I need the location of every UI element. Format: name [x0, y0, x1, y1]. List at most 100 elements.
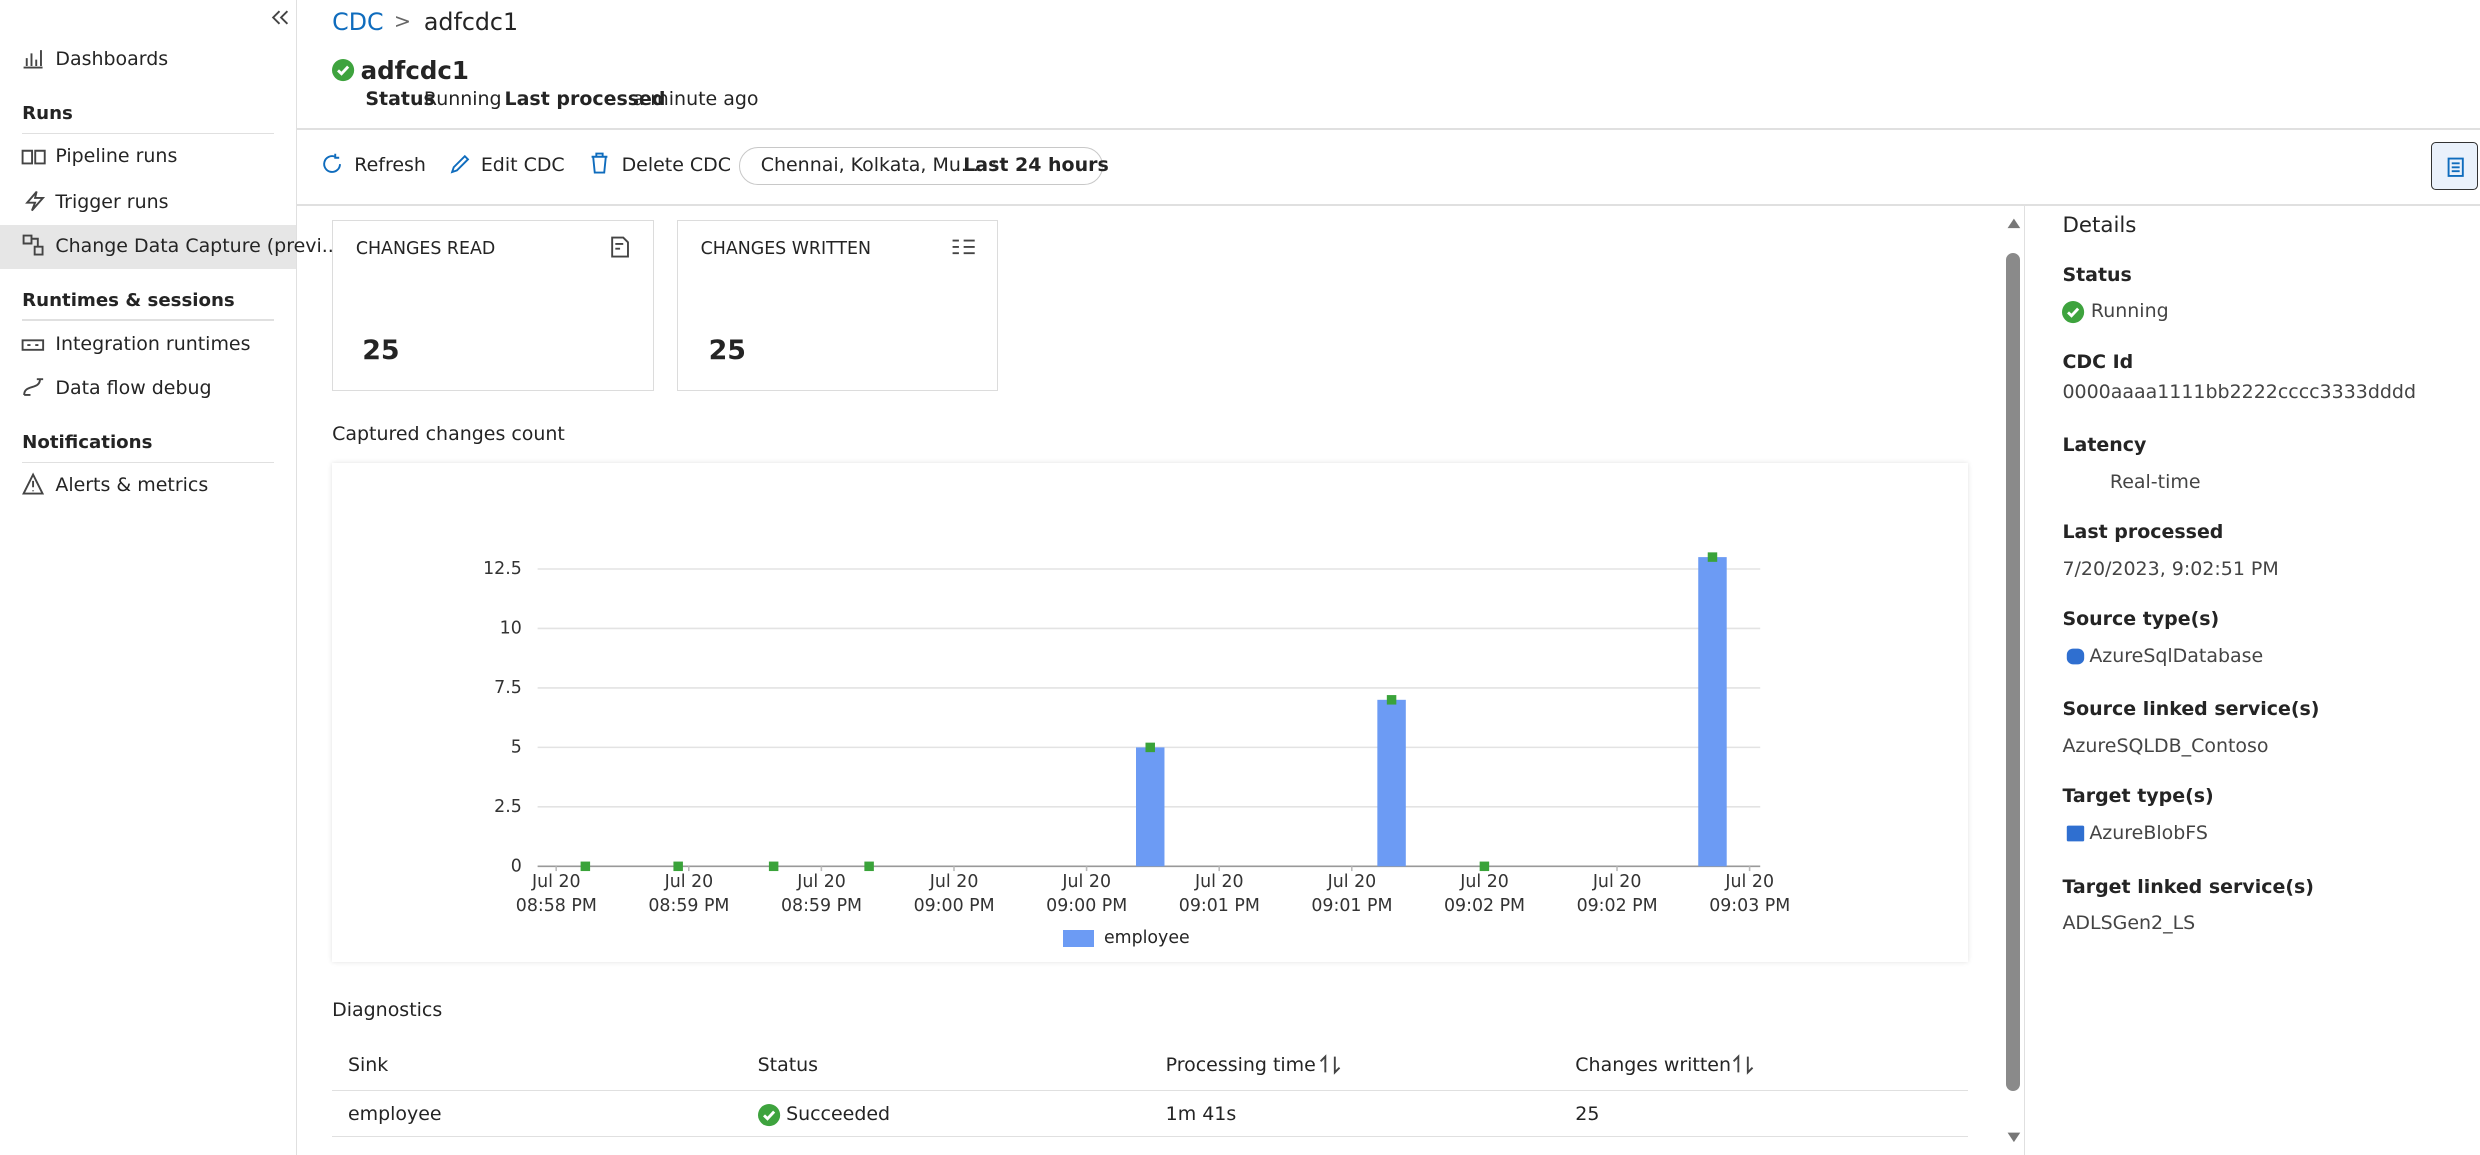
divider: [22, 461, 274, 464]
y-tick-label: 0: [511, 857, 522, 877]
last-processed-value: a minute ago: [632, 87, 759, 110]
divider: [297, 128, 2480, 130]
point-marker: [1479, 861, 1490, 872]
y-tick-label: 12.5: [483, 559, 522, 579]
divider: [22, 319, 274, 322]
field-value: ADLSGen2_LS: [2062, 912, 2196, 935]
icon-part: [591, 152, 608, 174]
field-label: Status: [2062, 263, 2132, 286]
nav-item[interactable]: Change Data Capture (previ...: [55, 235, 340, 258]
icon-part: [323, 154, 341, 174]
icon-part: [2007, 218, 2020, 228]
edit-icon: [450, 155, 470, 174]
icon-part: [22, 378, 43, 397]
delete-button[interactable]: Delete CDC: [621, 154, 732, 177]
field-label: Target linked service(s): [2062, 875, 2314, 898]
status-icon: [332, 58, 355, 81]
cell: 1m 41s: [1165, 1103, 1237, 1126]
filter-range: Last 24 hours: [963, 154, 1109, 177]
field-label: Source type(s): [2062, 608, 2220, 631]
card-icon: [611, 236, 629, 258]
nav-item[interactable]: Dashboards: [55, 48, 169, 71]
field-label: Target type(s): [2062, 785, 2214, 808]
details-icon: [2447, 157, 2464, 177]
card-value: 25: [708, 334, 746, 366]
column-header: Status: [757, 1054, 819, 1077]
scrollbar-thumb[interactable]: [2005, 253, 2020, 1092]
refresh-icon: [323, 154, 341, 174]
icon-part: [2067, 307, 2080, 318]
sort-icon[interactable]: [1319, 1054, 1341, 1075]
section-title: Diagnostics: [332, 999, 443, 1021]
status-value: Running: [423, 87, 502, 110]
bar: [1698, 557, 1727, 867]
x-tick-label: Jul 20 09:01 PM: [1178, 872, 1260, 917]
field-value: 7/20/2023, 9:02:51 PM: [2062, 557, 2279, 580]
edit-button[interactable]: Edit CDC: [480, 154, 565, 177]
section-title: Runtimes & sessions: [22, 289, 235, 311]
bar: [1136, 747, 1165, 867]
row-divider: [332, 1089, 1968, 1092]
field-label: Latency: [2062, 434, 2147, 457]
metric-card: [332, 219, 654, 392]
sidebar: Dashboards Runs Pipeline runs Trigger ru…: [0, 0, 340, 1155]
icon: [23, 50, 43, 69]
chart-title: Captured changes count: [332, 423, 565, 446]
icon-part: [272, 10, 289, 25]
y-tick-label: 10: [500, 619, 522, 639]
cell: employee: [347, 1103, 442, 1126]
scroll-down[interactable]: [2006, 1131, 2022, 1144]
icon-part: [2066, 825, 2084, 842]
field-value: AzureBlobFS: [2089, 821, 2208, 844]
chart-panel: 0 2.5 5 7.5 10 12.5 Jul 20 08:58 PM Jul 20 08:…: [332, 463, 1968, 962]
card-label: CHANGES READ: [355, 239, 496, 260]
card-value: 25: [362, 334, 400, 366]
chart: 0 2.5 5 7.5 10 12.5: [483, 552, 1761, 877]
field-value: AzureSQLDB_Contoso: [2062, 734, 2269, 757]
section-title: Notifications: [22, 432, 153, 454]
icon-part: [2007, 1132, 2020, 1142]
column-header[interactable]: Processing time: [1165, 1054, 1316, 1077]
nav-item[interactable]: Trigger runs: [55, 190, 169, 213]
y-tick-label: 2.5: [494, 797, 522, 817]
divider: [297, 204, 2480, 206]
icon-part: [21, 149, 46, 164]
column-header: Sink: [347, 1054, 389, 1077]
icon: [22, 234, 44, 256]
x-tick-label: Jul 20 08:58 PM: [515, 872, 597, 917]
refresh-button[interactable]: Refresh: [354, 154, 426, 177]
x-tick-label: Jul 20 09:00 PM: [913, 872, 995, 917]
last-processed-label: Last processed: [504, 87, 666, 110]
scroll-up[interactable]: [2006, 217, 2022, 230]
nav-item[interactable]: Alerts & metrics: [55, 473, 209, 496]
nav-item[interactable]: Integration runtimes: [55, 333, 251, 356]
sort-icon[interactable]: [1732, 1054, 1754, 1075]
selected-item-background: [0, 224, 296, 269]
point-marker: [1145, 743, 1156, 753]
icon-part: [952, 239, 975, 254]
metric-card: [676, 219, 999, 392]
details-title: Details: [2062, 212, 2137, 238]
point-marker: [673, 861, 684, 872]
nav-item[interactable]: Data flow debug: [55, 377, 212, 400]
icon-part: [21, 339, 44, 351]
icon-part: [611, 236, 629, 258]
icon-part: [1732, 1054, 1754, 1075]
icon-part: [1319, 1054, 1341, 1075]
icon-part: [22, 234, 44, 256]
breadcrumb-link[interactable]: CDC: [332, 7, 384, 36]
type-icon: [2066, 825, 2084, 842]
details-panel: [2024, 205, 2480, 1155]
card-label: CHANGES WRITTEN: [700, 239, 872, 260]
nav-item[interactable]: Pipeline runs: [55, 144, 178, 167]
filter-pill[interactable]: [738, 147, 1103, 186]
field-label: Last processed: [2062, 521, 2224, 544]
x-tick-label: Jul 20 08:59 PM: [780, 872, 863, 917]
field-label: CDC Id: [2062, 350, 2134, 373]
filter-regions: Chennai, Kolkata, Mu... :: [760, 154, 998, 177]
x-tick-label: Jul 20 09:00 PM: [1046, 872, 1128, 917]
column-header[interactable]: Changes written: [1575, 1054, 1731, 1077]
x-tick-label: Jul 20 08:59 PM: [648, 872, 730, 917]
collapse-button[interactable]: [270, 8, 289, 27]
